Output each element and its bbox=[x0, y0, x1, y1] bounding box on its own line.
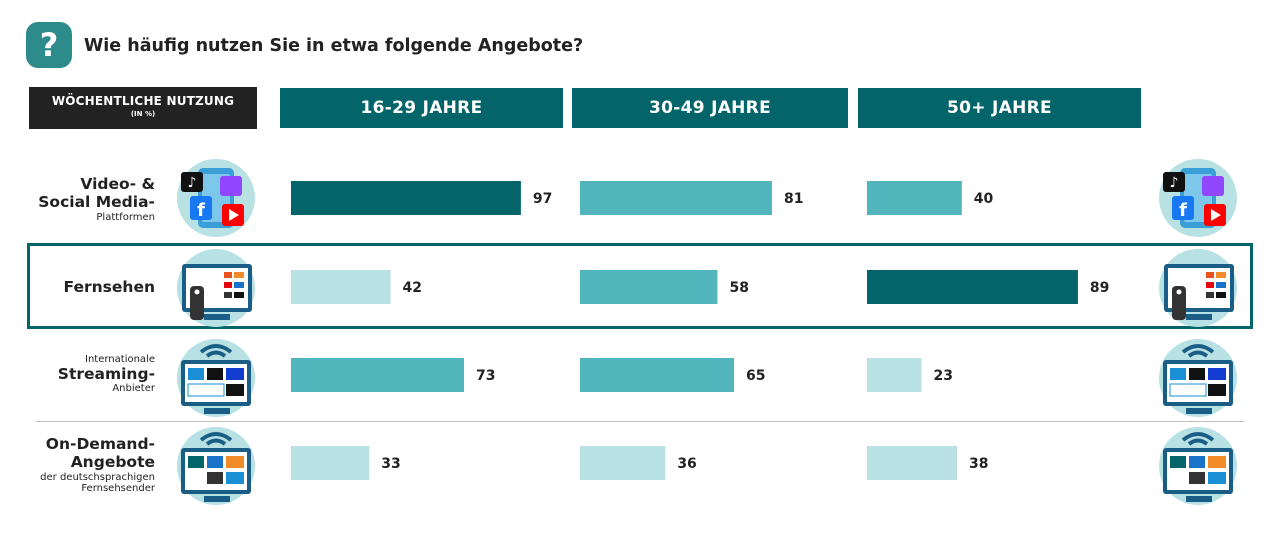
tv-remote-icon bbox=[1159, 249, 1237, 327]
bar-value-label: 23 bbox=[934, 368, 953, 384]
age-header-16-29: 16-29 JAHRE bbox=[280, 88, 563, 128]
svg-text:♪: ♪ bbox=[1170, 175, 1179, 191]
row-label-title-2: Social Media- bbox=[38, 192, 155, 211]
bar-value-label: 89 bbox=[1090, 280, 1109, 296]
bar-value-label: 38 bbox=[969, 456, 988, 472]
bar bbox=[580, 358, 735, 392]
row-label-sub: Anbieter bbox=[112, 383, 155, 395]
page-title: Wie häufig nutzen Sie in etwa folgende A… bbox=[84, 36, 584, 56]
bar bbox=[291, 446, 370, 480]
on-demand-tv-icon bbox=[1159, 427, 1237, 505]
row-label-pre: Internationale bbox=[85, 354, 155, 365]
bar-value-label: 97 bbox=[533, 191, 552, 207]
social-media-phone-icon: ♪ f bbox=[1159, 159, 1237, 237]
streaming-tv-icon bbox=[1159, 339, 1237, 417]
row-label-fernsehen: Fernsehen bbox=[24, 278, 155, 297]
bar bbox=[580, 446, 666, 480]
social-media-phone-icon: ♪ f bbox=[177, 159, 255, 237]
bar-value-label: 40 bbox=[974, 191, 994, 207]
age-header-50-plus: 50+ JAHRE bbox=[858, 88, 1141, 128]
row-divider bbox=[36, 421, 1244, 422]
row-label-title: Fernsehen bbox=[63, 278, 155, 296]
bar bbox=[867, 181, 962, 215]
svg-text:f: f bbox=[1179, 200, 1187, 221]
tv-remote-icon bbox=[177, 249, 255, 327]
row-label-streaming: Internationale Streaming- Anbieter bbox=[24, 354, 155, 395]
svg-text:♪: ♪ bbox=[188, 175, 197, 191]
bar bbox=[291, 358, 465, 392]
bar bbox=[867, 358, 922, 392]
bar bbox=[580, 270, 718, 304]
row-label-social-media: Video- & Social Media- Plattformen bbox=[24, 175, 155, 223]
bar bbox=[867, 270, 1078, 304]
bar-value-label: 73 bbox=[476, 368, 495, 384]
bar-value-label: 36 bbox=[677, 456, 696, 472]
row-label-title: Video- & bbox=[80, 175, 155, 193]
measure-label-unit: (IN %) bbox=[130, 110, 156, 118]
age-header-30-49: 30-49 JAHRE bbox=[572, 88, 848, 128]
bar bbox=[291, 270, 391, 304]
measure-label-title: WÖCHENTLICHE NUTZUNG bbox=[51, 94, 235, 108]
streaming-tv-icon bbox=[177, 339, 255, 417]
bar bbox=[867, 446, 958, 480]
bar-value-label: 33 bbox=[381, 456, 400, 472]
bar-value-label: 65 bbox=[746, 368, 765, 384]
on-demand-tv-icon bbox=[177, 427, 255, 505]
row-label-title: Streaming- bbox=[57, 364, 155, 383]
row-label-title-2: Angebote bbox=[70, 452, 155, 471]
row-label-sub: der deutschsprachigen bbox=[40, 471, 155, 483]
question-icon: ? bbox=[26, 22, 72, 68]
bar-value-label: 42 bbox=[403, 280, 422, 296]
bar bbox=[291, 181, 521, 215]
svg-text:f: f bbox=[197, 200, 205, 221]
bar-value-label: 58 bbox=[729, 280, 748, 296]
row-label-sub-2: Fernsehsender bbox=[81, 483, 155, 495]
row-label-on-demand: On-Demand- Angebote der deutschsprachige… bbox=[24, 435, 155, 495]
row-label-sub: Plattformen bbox=[96, 211, 155, 223]
row-label-title: On-Demand- bbox=[45, 435, 155, 453]
bar bbox=[580, 181, 772, 215]
measure-label: WÖCHENTLICHE NUTZUNG (IN %) bbox=[29, 87, 257, 129]
bar-value-label: 81 bbox=[784, 191, 803, 207]
